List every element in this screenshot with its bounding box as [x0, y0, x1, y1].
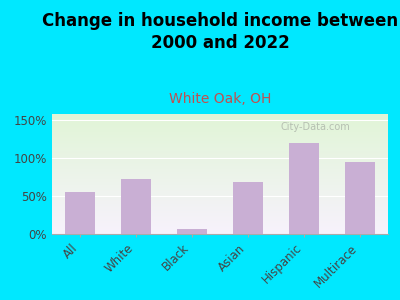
Bar [121, 179, 151, 234]
Text: City-Data.com: City-Data.com [280, 122, 350, 132]
Bar [177, 230, 208, 234]
Bar [289, 143, 320, 234]
Bar [64, 192, 96, 234]
Text: Change in household income between
2000 and 2022: Change in household income between 2000 … [42, 12, 398, 52]
Bar [344, 162, 375, 234]
Bar [233, 182, 264, 234]
Text: White Oak, OH: White Oak, OH [169, 92, 271, 106]
